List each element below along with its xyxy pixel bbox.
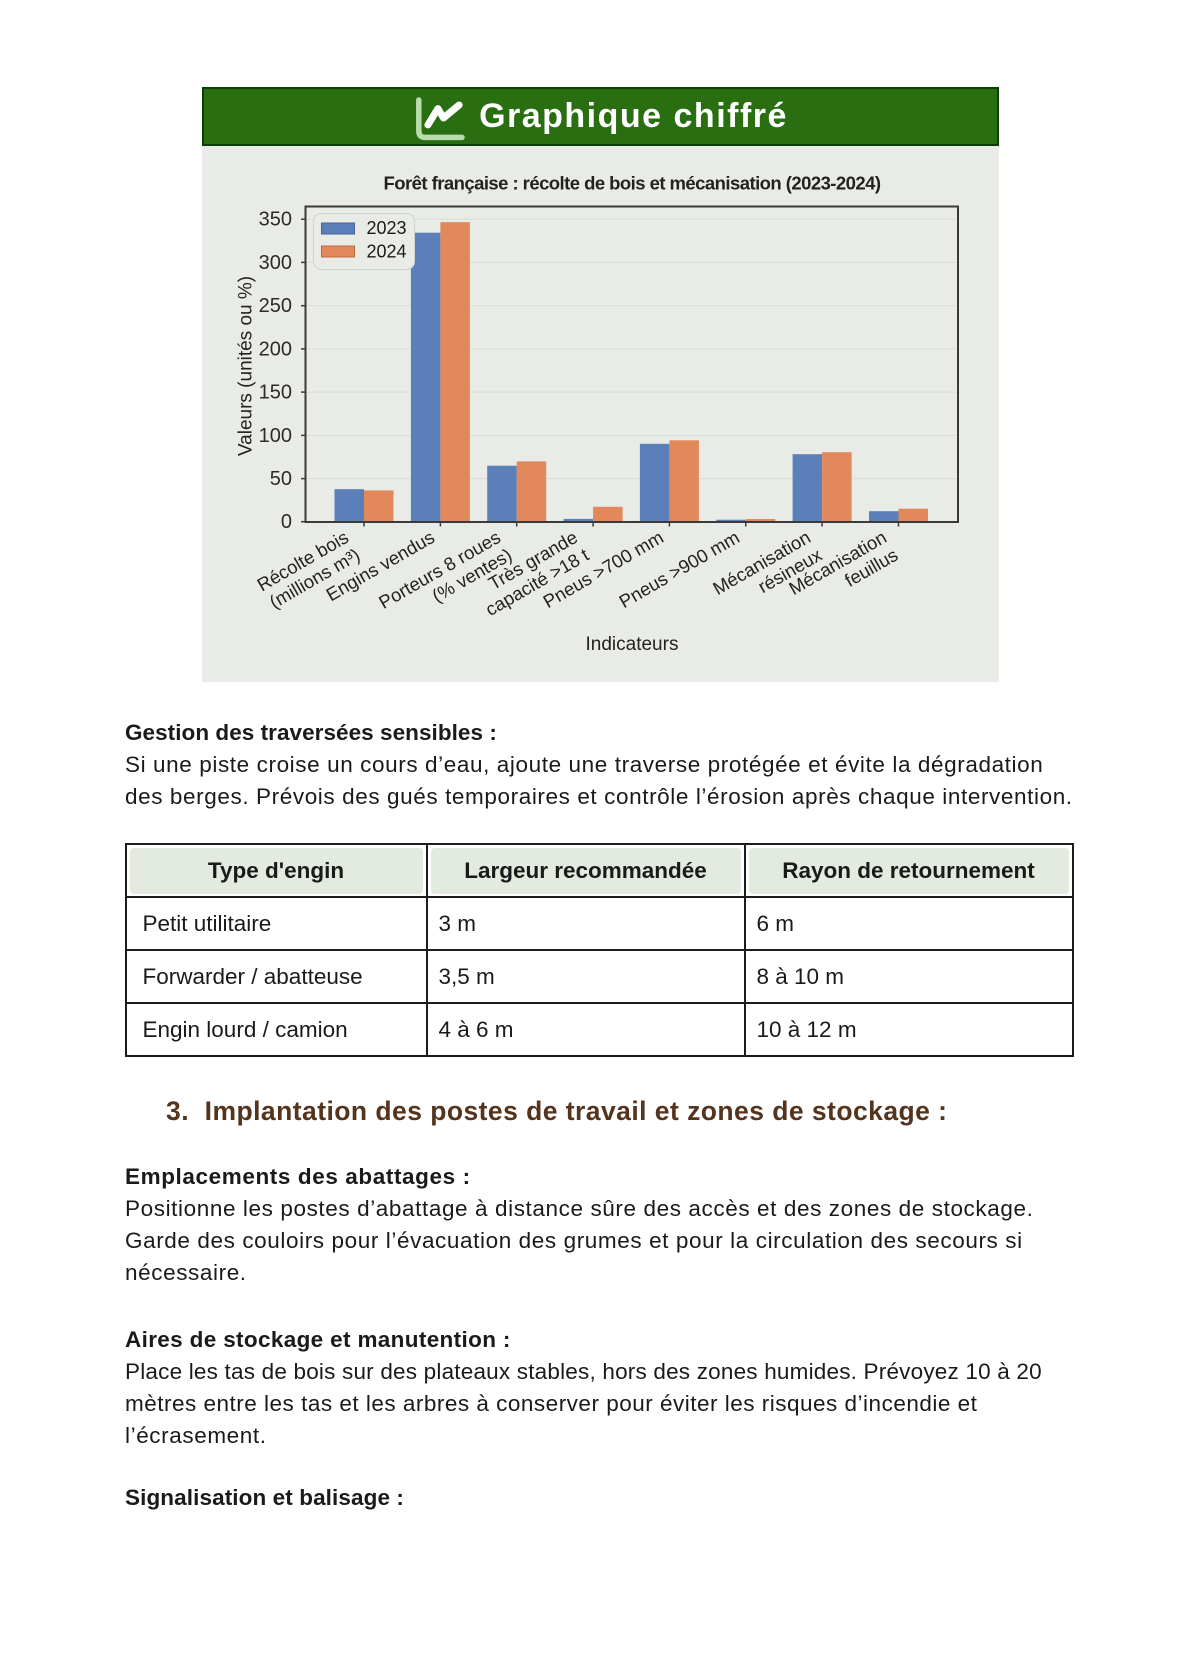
svg-text:300: 300	[259, 252, 292, 274]
svg-text:Indicateurs: Indicateurs	[586, 634, 679, 655]
svg-text:350: 350	[259, 209, 292, 231]
svg-text:50: 50	[270, 468, 292, 490]
svg-text:250: 250	[259, 295, 292, 317]
svg-text:150: 150	[259, 382, 292, 404]
svg-text:100: 100	[259, 425, 292, 447]
svg-text:0: 0	[281, 511, 292, 533]
svg-text:Valeurs (unités ou %): Valeurs (unités ou %)	[236, 276, 257, 456]
svg-text:2024: 2024	[367, 242, 407, 262]
svg-text:2023: 2023	[367, 218, 407, 238]
svg-text:Forêt française : récolte de b: Forêt française : récolte de bois et méc…	[384, 173, 881, 194]
svg-text:200: 200	[259, 338, 292, 360]
